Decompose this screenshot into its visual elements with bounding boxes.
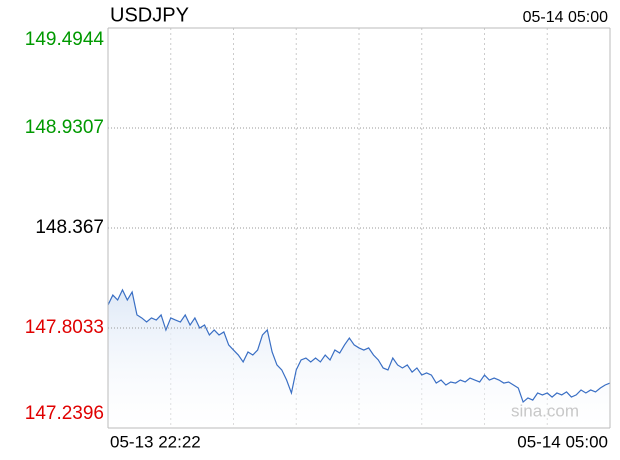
x-tick-label: 05-13 22:22: [110, 432, 201, 451]
y-tick-label: 148.9307: [25, 117, 104, 138]
y-tick-label: 149.4944: [25, 29, 105, 50]
latest-time: 05-14 05:00: [523, 9, 609, 26]
y-tick-label: 147.8033: [25, 317, 104, 338]
line: [107, 288, 611, 404]
area: [108, 289, 610, 428]
x-tick-label: 05-14 05:00: [517, 432, 608, 451]
watermark: sina.com: [511, 401, 579, 420]
chart-title: USDJPY: [110, 4, 189, 26]
y-tick-label: 147.2396: [25, 403, 104, 424]
y-tick-label: 148.367: [35, 217, 104, 238]
